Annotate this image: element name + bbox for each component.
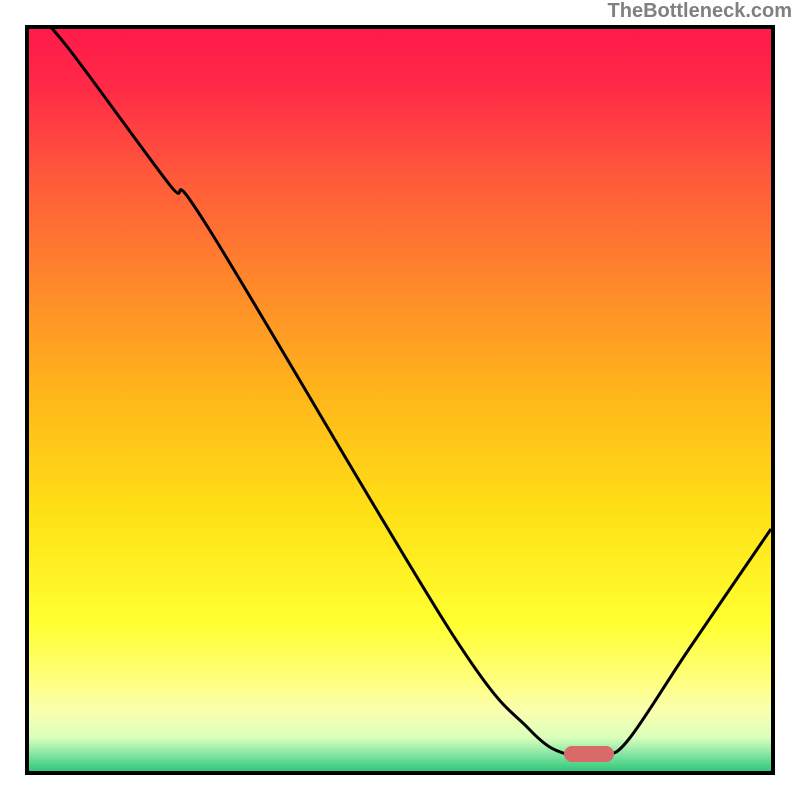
optimal-marker [564,746,614,762]
bottleneck-curve [29,29,771,771]
chart-plot-area [25,25,775,775]
watermark-text: TheBottleneck.com [608,0,792,23]
